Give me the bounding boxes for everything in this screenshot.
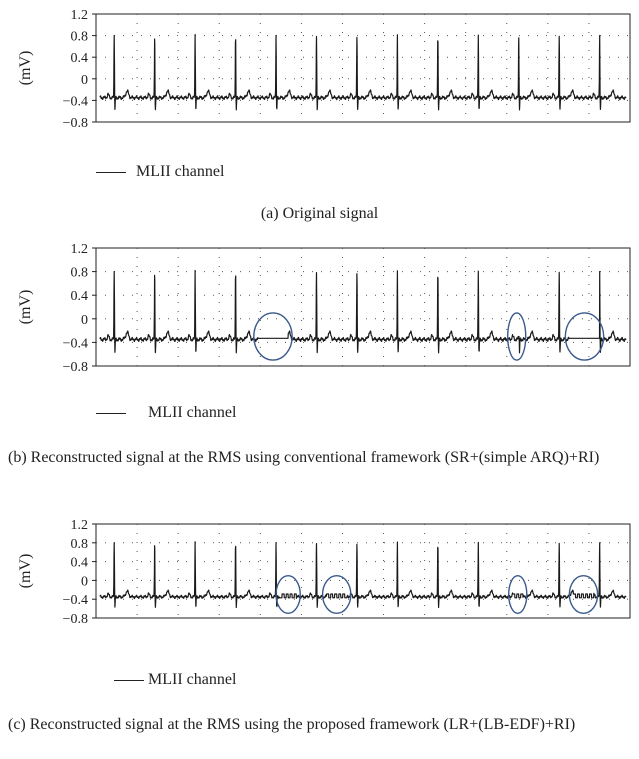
y-tick-label: 0	[81, 574, 88, 589]
legend-line-b	[96, 413, 126, 414]
y-tick-label: −0.4	[63, 336, 88, 351]
y-tick-label: 0.8	[71, 30, 89, 45]
plot-frame	[95, 13, 631, 123]
y-axis-label: (mV)	[17, 554, 34, 589]
y-tick-label: −0.8	[63, 360, 88, 372]
loss-region-circle	[507, 312, 527, 361]
loss-region-circle	[507, 574, 528, 614]
loss-region-circle	[253, 312, 293, 361]
chart-panel-b: 1.2 0.8 0.4 0 −0.4 −0.8 (mV)	[17, 242, 631, 372]
y-axis-label: (mV)	[17, 290, 34, 325]
y-tick-label: 0	[81, 313, 88, 328]
legend-line-a	[96, 172, 126, 173]
y-tick-label: 1.2	[71, 242, 89, 257]
y-tick-label: 0.8	[71, 537, 89, 552]
plot-frame	[95, 523, 631, 619]
y-tick-label: −0.4	[63, 94, 88, 109]
legend-label-a: MLII channel	[136, 163, 225, 180]
caption-b: (b) Reconstructed signal at the RMS usin…	[8, 449, 600, 466]
caption-c: (c) Reconstructed signal at the RMS usin…	[8, 716, 576, 733]
y-tick-label: 0.8	[71, 266, 89, 281]
y-tick-label: −0.8	[63, 612, 88, 627]
y-tick-label: 0	[81, 73, 88, 88]
loss-region-circle	[568, 574, 599, 614]
y-axis-label: (mV)	[17, 51, 34, 86]
chart-panel-c: 1.2 0.8 0.4 0 −0.4 −0.8 (mV)	[17, 518, 631, 627]
y-tick-label: 0.4	[71, 556, 89, 571]
plot-frame	[95, 247, 631, 367]
chart-panel-a: 1.2 0.8 0.4 0 −0.4 −0.8 (mV)	[17, 8, 631, 131]
loss-region-circle	[275, 574, 301, 614]
loss-region-circle	[564, 312, 605, 361]
y-tick-label: −0.8	[63, 116, 88, 131]
y-tick-label: −0.4	[63, 593, 88, 608]
loss-region-circle	[321, 574, 352, 614]
legend-line-c	[114, 680, 144, 681]
legend-label-c: MLII channel	[148, 671, 237, 688]
ecg-trace	[99, 33, 627, 111]
y-tick-label: 1.2	[71, 8, 89, 23]
ecg-trace	[99, 541, 627, 609]
y-tick-label: 0.4	[71, 289, 89, 304]
legend-label-b: MLII channel	[148, 404, 237, 421]
caption-a: (a) Original signal	[260, 205, 379, 222]
y-tick-label: 1.2	[71, 518, 89, 533]
y-tick-label: 0.4	[71, 51, 89, 66]
ecg-trace	[99, 269, 627, 354]
